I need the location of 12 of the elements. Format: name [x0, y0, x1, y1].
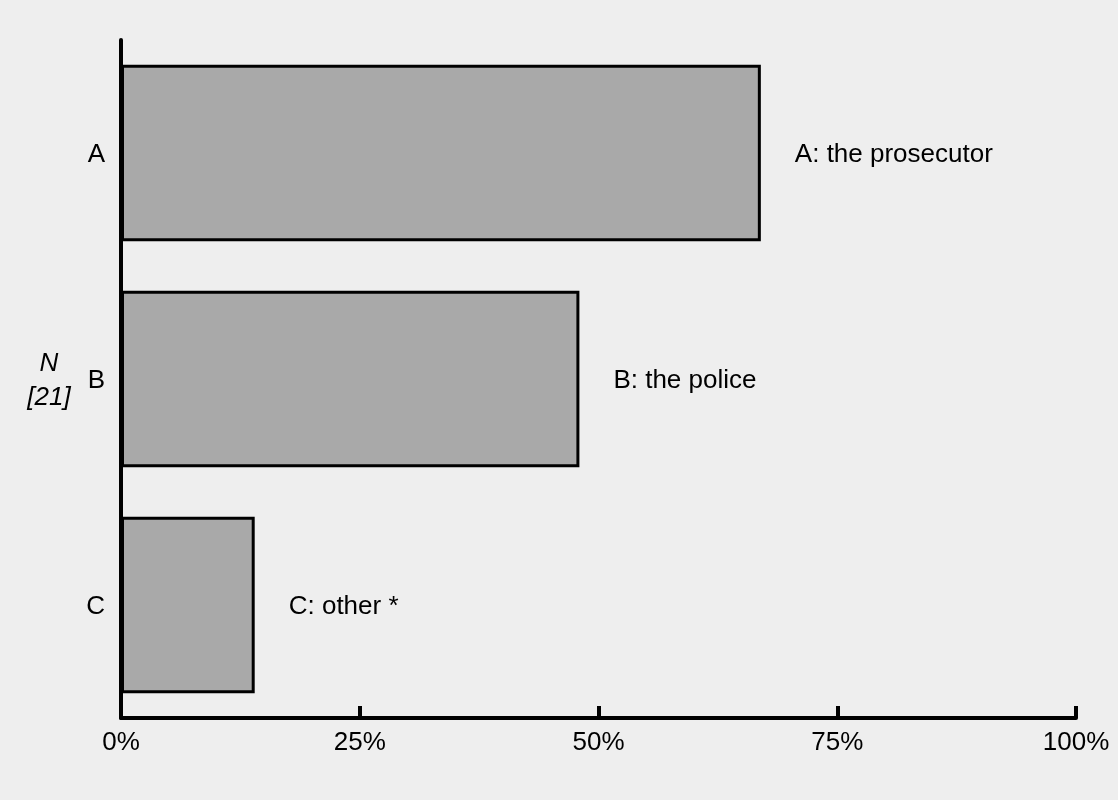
x-tick-label: 50%: [572, 726, 625, 756]
y-tick-label: C: [86, 590, 105, 620]
y-tick-label: B: [87, 364, 105, 394]
x-tick-label: 75%: [811, 726, 864, 756]
x-tick-label: 25%: [333, 726, 386, 756]
annotation: C: other *: [288, 590, 399, 620]
annotation: B: the police: [613, 364, 757, 394]
x-tick-label: 0%: [102, 726, 140, 756]
y-tick-label: A: [87, 138, 106, 168]
x-tick-label: 100%: [1042, 726, 1110, 756]
annotation: A: the prosecutor: [794, 138, 994, 168]
y-axis-title: N [21]: [26, 347, 72, 411]
